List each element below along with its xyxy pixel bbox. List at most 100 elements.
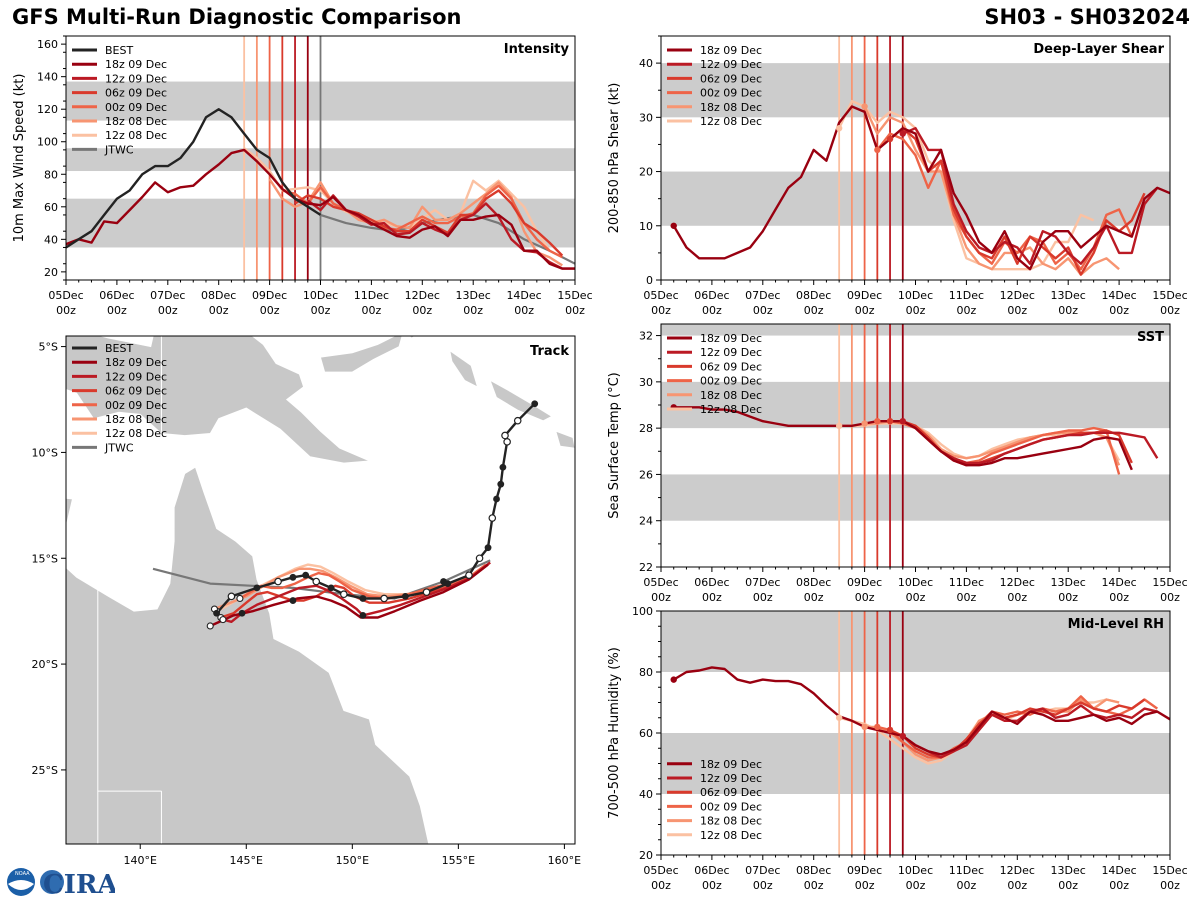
track-panel-title: Track xyxy=(530,344,569,359)
storm-id: SH03 - SH032024 xyxy=(984,5,1190,29)
sst-x-tick-label: 08Dec xyxy=(796,576,831,589)
sst-x-tick-sublabel: 00z xyxy=(1058,591,1078,604)
track-point-filled xyxy=(484,544,492,552)
track-legend-label: 18z 09 Dec xyxy=(105,356,167,369)
sst-panel-title: SST xyxy=(1137,330,1164,345)
track-x-tick-label: 160°E xyxy=(548,854,581,867)
shear-legend-label: 18z 08 Dec xyxy=(700,101,762,114)
intensity-legend-label: 12z 08 Dec xyxy=(105,129,167,142)
intensity-legend-label: 18z 09 Dec xyxy=(105,58,167,71)
shear-x-tick-sublabel: 00z xyxy=(1109,304,1129,317)
sst-series-start-point xyxy=(886,418,894,425)
sst-legend-label: 06z 09 Dec xyxy=(700,360,762,373)
intensity-panel-title: Intensity xyxy=(504,42,570,57)
rh-x-tick-label: 08Dec xyxy=(796,864,831,877)
intensity-x-tick-label: 11Dec xyxy=(354,289,389,302)
sst-x-tick-sublabel: 00z xyxy=(702,591,722,604)
shear-x-tick-sublabel: 00z xyxy=(1058,304,1078,317)
rh-series-line xyxy=(877,695,1158,759)
new-guinea-landmass xyxy=(66,336,370,464)
track-point-open xyxy=(513,416,522,425)
shear-x-tick-sublabel: 00z xyxy=(1160,304,1180,317)
track-point-open xyxy=(503,438,511,446)
rh-x-tick-sublabel: 00z xyxy=(906,879,926,892)
track-point-filled xyxy=(359,595,367,602)
track-x-tick-label: 150°E xyxy=(336,854,369,867)
rh-x-tick-label: 12Dec xyxy=(1000,864,1035,877)
shear-x-tick-label: 10Dec xyxy=(898,289,933,302)
intensity-x-tick-label: 08Dec xyxy=(201,289,236,302)
rh-y-tick-label: 60 xyxy=(639,727,653,740)
track-point-open xyxy=(227,592,236,601)
track-y-tick-label: 25°S xyxy=(32,764,58,777)
rh-y-tick-label: 100 xyxy=(632,605,653,618)
solomon-islands-landmass xyxy=(489,379,553,422)
track-point-open xyxy=(475,554,484,563)
rh-series-start-point xyxy=(861,723,868,731)
shear-x-tick-label: 08Dec xyxy=(796,289,831,302)
intensity-x-tick-label: 14Dec xyxy=(506,289,541,302)
track-legend-label: BEST xyxy=(105,342,133,355)
shear-x-tick-sublabel: 00z xyxy=(702,304,722,317)
track-legend-label: 12z 08 Dec xyxy=(105,427,167,440)
cira-logo: NOAA CIRA xyxy=(7,868,115,898)
shear-series-start-point xyxy=(886,135,894,143)
sst-x-tick-sublabel: 00z xyxy=(1109,591,1129,604)
rh-series-start-point xyxy=(874,723,881,731)
rh-x-tick-sublabel: 00z xyxy=(1160,879,1180,892)
intensity-x-tick-sublabel: 00z xyxy=(311,304,331,317)
sst-series-start-point xyxy=(861,420,868,427)
sst-legend-label: 18z 08 Dec xyxy=(700,389,762,402)
shear-x-tick-label: 07Dec xyxy=(745,289,780,302)
rh-legend-label: 18z 08 Dec xyxy=(700,815,762,828)
rh-x-tick-label: 11Dec xyxy=(949,864,984,877)
intensity-y-tick-label: 40 xyxy=(44,233,58,246)
rh-y-axis-label: 700-500 hPa Humidity (%) xyxy=(607,647,622,819)
sst-x-tick-label: 14Dec xyxy=(1101,576,1136,589)
bougainville-landmass xyxy=(449,349,479,388)
border-lines xyxy=(97,336,162,844)
track-series-group xyxy=(152,400,539,630)
intensity-x-tick-label: 06Dec xyxy=(99,289,134,302)
shear-x-tick-sublabel: 00z xyxy=(957,304,977,317)
sst-y-tick-label: 22 xyxy=(639,561,653,574)
shear-band xyxy=(661,63,1170,118)
track-frame xyxy=(65,335,576,845)
track-point-open xyxy=(236,594,244,603)
rh-x-tick-sublabel: 00z xyxy=(1109,879,1129,892)
rh-series-start-point xyxy=(835,714,843,721)
track-point-filled xyxy=(289,573,297,581)
sst-x-tick-sublabel: 00z xyxy=(906,591,926,604)
intensity-x-tick-sublabel: 00z xyxy=(565,304,585,317)
track-y-tick-label: 5°S xyxy=(39,341,58,354)
noaa-gull-icon xyxy=(8,880,34,890)
shear-x-tick-label: 13Dec xyxy=(1051,289,1086,302)
new-britain-landmass xyxy=(319,336,403,373)
rh-legend-label: 18z 09 Dec xyxy=(700,758,762,771)
intensity-y-tick-label: 100 xyxy=(37,136,58,149)
shear-y-tick-label: 10 xyxy=(639,220,653,233)
sst-legend-label: 12z 08 Dec xyxy=(700,403,762,416)
intensity-x-tick-label: 15Dec xyxy=(557,289,592,302)
intensity-x-tick-label: 05Dec xyxy=(48,289,83,302)
rh-x-tick-label: 10Dec xyxy=(898,864,933,877)
intensity-y-axis-label: 10m Max Wind Speed (kt) xyxy=(12,74,27,243)
track-point-open xyxy=(422,588,431,596)
intensity-series-line xyxy=(66,107,322,249)
sst-band xyxy=(661,381,1170,429)
shear-x-tick-label: 09Dec xyxy=(847,289,882,302)
globe-icon xyxy=(40,870,64,894)
sst-x-tick-label: 05Dec xyxy=(643,576,678,589)
rh-series-line xyxy=(673,666,1170,756)
intensity-legend-label: 18z 08 Dec xyxy=(105,115,167,128)
shear-x-tick-sublabel: 00z xyxy=(906,304,926,317)
intensity-y-tick-label: 60 xyxy=(44,201,58,214)
rh-y-tick-label: 80 xyxy=(639,666,653,679)
intensity-legend-label: JTWC xyxy=(104,143,134,156)
sst-band xyxy=(661,324,1170,336)
shear-legend-label: 06z 09 Dec xyxy=(700,72,762,85)
track-point-filled xyxy=(289,597,297,604)
intensity-x-tick-sublabel: 00z xyxy=(158,304,178,317)
cira-text: CIRA xyxy=(43,870,115,898)
shear-x-tick-label: 06Dec xyxy=(694,289,729,302)
